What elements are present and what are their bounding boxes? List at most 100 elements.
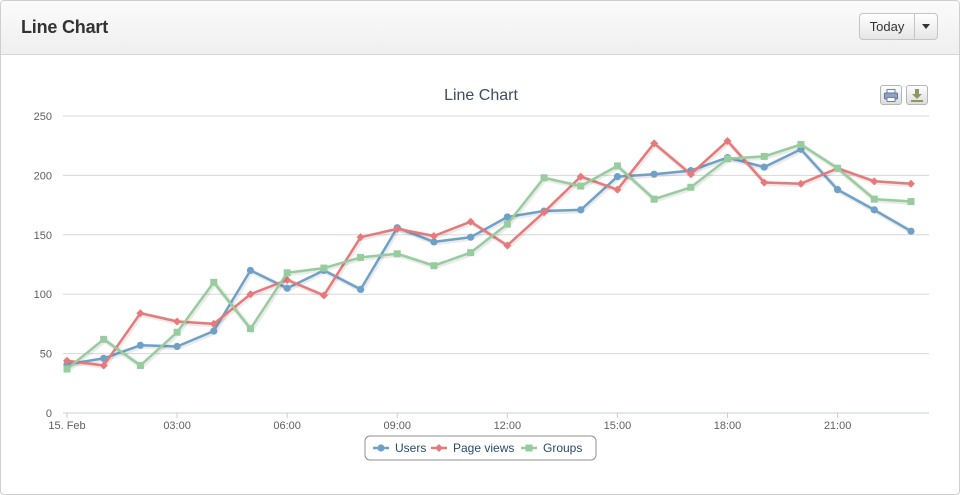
line-chart-svg: Line Chart 0 50 100 150 200 250 15. Feb 03:00 0… [34,87,929,461]
chart-series [63,136,915,373]
data-point [760,178,769,187]
series-line [66,148,912,366]
data-point [210,278,218,286]
chevron-down-icon [922,24,930,29]
data-point [870,195,878,203]
data-point [650,170,658,178]
data-point [797,141,805,149]
series-groups [63,141,915,373]
data-point [870,206,878,214]
legend-box [364,435,597,461]
data-point [503,220,511,228]
data-point [613,162,621,170]
data-point [796,179,805,188]
chart-container: Line Chart 0 50 100 150 200 250 15. Feb 03:00 0… [1,56,959,494]
series-line [66,139,912,367]
panel-header: Line Chart Today [1,1,959,55]
data-point [136,309,145,318]
x-tick-label: 15:00 [604,420,632,432]
data-point [320,264,328,272]
data-point [356,233,365,242]
x-tick-label: 12:00 [494,420,522,432]
data-point [63,356,71,365]
legend-item-groups[interactable]: Groups [521,441,582,455]
series-line [66,143,912,370]
y-tick-label: 250 [34,111,52,123]
data-point [173,317,182,326]
range-dropdown-toggle[interactable] [914,13,938,40]
data-point [686,170,695,179]
legend-item-page-views[interactable]: Page views [431,441,514,455]
x-tick-label: 15. Feb [48,420,85,432]
data-point [246,325,254,333]
data-point [100,335,108,343]
chart-title: Line Chart [444,87,518,104]
chart-legend[interactable]: Users Page views Groups [364,435,597,461]
y-tick-label: 50 [40,349,52,361]
x-tick-label: 21:00 [824,420,852,432]
data-point [136,341,144,349]
data-point [357,253,365,261]
range-button-group: Today [859,13,938,40]
chart-grid [63,115,929,414]
data-point [650,195,658,203]
data-point [870,177,879,186]
data-point [99,361,108,370]
data-point [833,186,842,194]
data-point [467,233,475,241]
data-point [576,172,585,181]
data-point [319,291,328,300]
series-page-views [63,136,915,370]
data-point [613,172,622,181]
data-point [466,217,475,226]
x-tick-label: 06:00 [273,420,301,432]
printer-icon [884,88,898,102]
data-point [283,269,291,277]
legend-marker [525,444,533,452]
data-point [100,354,108,362]
y-tick-label: 100 [34,289,52,301]
data-point [760,163,768,171]
data-point [63,365,71,373]
legend-label: Page views [453,441,514,455]
y-tick-label: 150 [34,230,52,242]
y-axis-ticks: 0 50 100 150 200 250 [34,111,52,420]
legend-item-users[interactable]: Users [373,441,426,455]
print-button[interactable] [880,85,902,105]
download-icon [911,88,923,102]
data-point [136,361,144,369]
legend-label: Groups [543,441,582,455]
data-point [246,290,255,299]
data-point [577,206,585,214]
data-point [246,266,255,275]
data-point [687,183,695,191]
series-users [63,145,915,368]
range-today-button[interactable]: Today [859,13,914,40]
x-axis: 15. Feb 03:00 06:00 09:00 12:00 15:00 18:00 21:… [48,412,929,432]
data-point [173,342,181,351]
data-point [503,241,512,250]
data-point [393,250,401,258]
data-point [283,284,291,292]
series-shadow [66,142,913,372]
y-tick-label: 0 [46,408,52,420]
legend-marker [435,444,443,452]
x-tick-label: 09:00 [383,420,411,432]
download-button[interactable] [906,85,928,105]
x-tick-label: 03:00 [163,420,191,432]
data-point [209,319,218,328]
data-point [173,328,181,336]
data-point [430,238,438,246]
data-point [577,182,585,190]
data-point [356,285,365,294]
data-point [906,179,915,188]
data-point [907,198,915,206]
data-point [540,208,549,217]
series-shadow [67,147,914,368]
data-point [429,231,438,240]
y-tick-label: 200 [34,170,52,182]
data-point [723,136,732,145]
data-point [210,327,218,335]
data-point [760,152,768,160]
